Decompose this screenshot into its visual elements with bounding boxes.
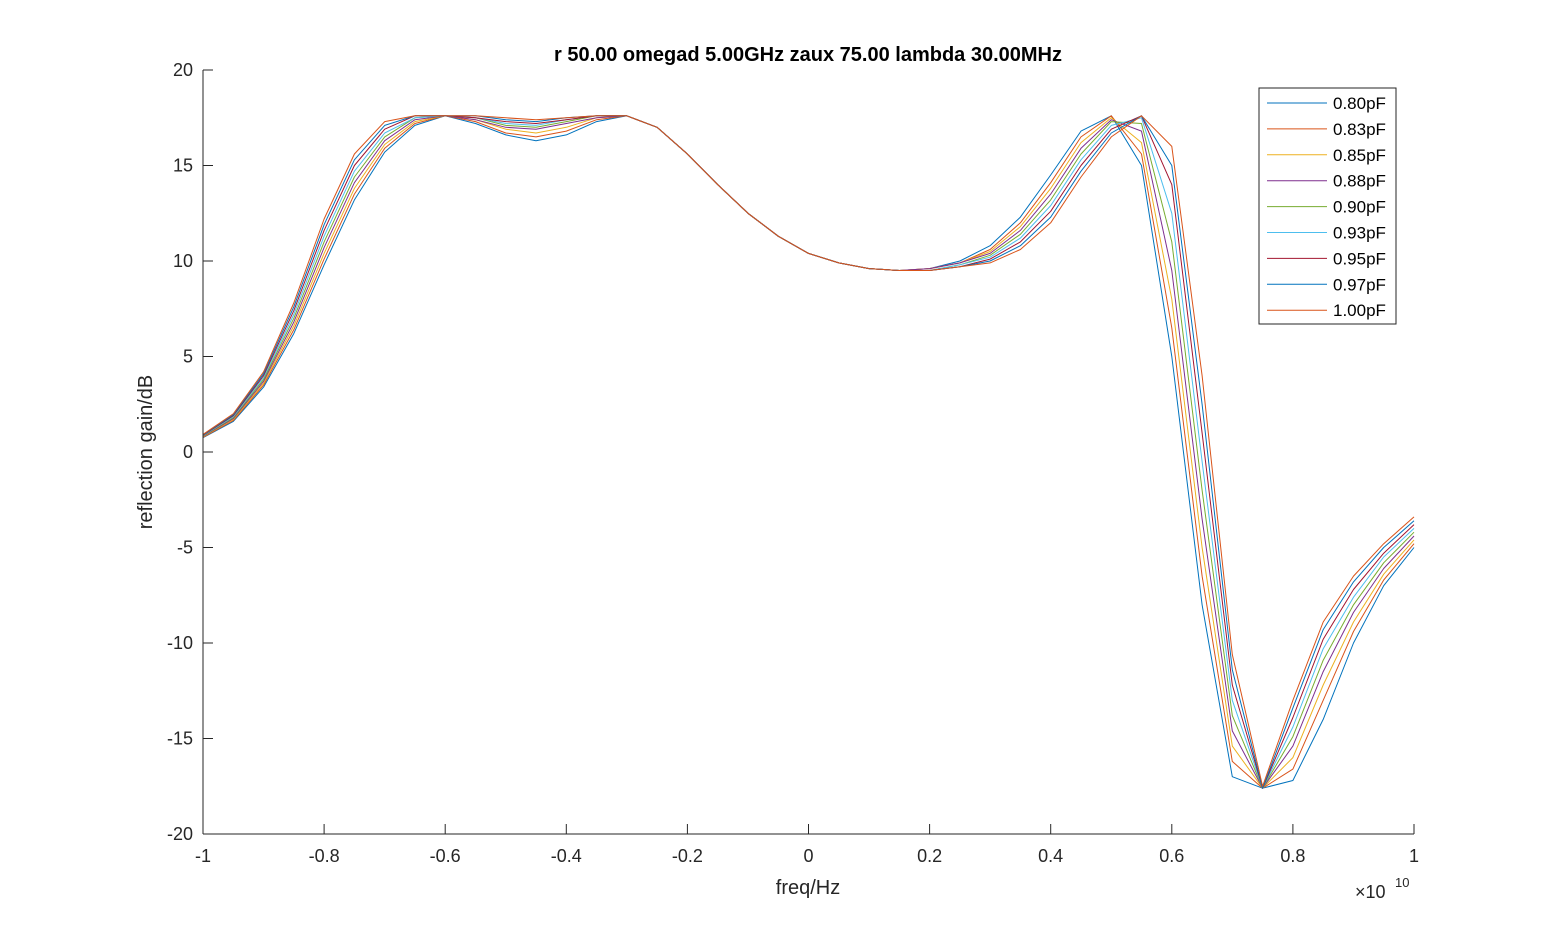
y-ticks: -20 -15 -10 -5 0 5 10 15 20: [167, 60, 213, 844]
y-tick-label: 15: [173, 156, 193, 176]
plot-area: [203, 70, 1414, 834]
legend-entry[interactable]: 0.93pF: [1267, 224, 1386, 243]
legend-entry[interactable]: 0.88pF: [1267, 172, 1386, 191]
x-tick-label: -0.8: [309, 846, 340, 866]
legend-entry[interactable]: 0.83pF: [1267, 120, 1386, 139]
legend-entry[interactable]: 0.95pF: [1267, 249, 1386, 268]
x-tick-label: 1: [1409, 846, 1419, 866]
chart-title: r 50.00 omegad 5.00GHz zaux 75.00 lambda…: [554, 44, 1062, 66]
legend-label: 1.00pF: [1333, 301, 1386, 320]
y-tick-label: 0: [183, 442, 193, 462]
y-tick-label: -5: [177, 538, 193, 558]
legend-entry[interactable]: 1.00pF: [1267, 301, 1386, 320]
y-tick-label: 10: [173, 251, 193, 271]
x-tick-label: -0.4: [551, 846, 582, 866]
x-ticks: -1 -0.8 -0.6 -0.4 -0.2 0 0.2 0.4 0.6 0.8 1: [195, 824, 1419, 866]
x-tick-label: -0.2: [672, 846, 703, 866]
legend-entry[interactable]: 0.80pF: [1267, 94, 1386, 113]
legend-label: 0.83pF: [1333, 120, 1386, 139]
legend-label: 0.93pF: [1333, 224, 1386, 243]
y-axis-title: reflection gain/dB: [135, 375, 157, 530]
y-tick-label: -10: [167, 633, 193, 653]
legend-label: 0.85pF: [1333, 146, 1386, 165]
x-exponent-base: ×10: [1355, 882, 1386, 902]
x-tick-label: 0.2: [917, 846, 942, 866]
legend-label: 0.95pF: [1333, 249, 1386, 268]
y-tick-label: -20: [167, 824, 193, 844]
x-tick-label: -1: [195, 846, 211, 866]
y-tick-label: 20: [173, 60, 193, 80]
x-axis-title: freq/Hz: [776, 877, 840, 899]
y-tick-label: -15: [167, 729, 193, 749]
legend-label: 0.90pF: [1333, 198, 1386, 217]
legend-label: 0.80pF: [1333, 94, 1386, 113]
series-layer: [202, 115, 1415, 789]
legend-entry[interactable]: 0.97pF: [1267, 275, 1386, 294]
x-tick-label: 0: [803, 846, 813, 866]
x-tick-label: -0.6: [430, 846, 461, 866]
legend-label: 0.97pF: [1333, 275, 1386, 294]
legend-entry[interactable]: 0.90pF: [1267, 198, 1386, 217]
x-exponent-label: ×10 10: [1355, 875, 1409, 902]
x-tick-label: 0.8: [1280, 846, 1305, 866]
series-line-9: [202, 115, 1415, 787]
x-tick-label: 0.6: [1159, 846, 1184, 866]
y-tick-label: 5: [183, 347, 193, 367]
x-tick-label: 0.4: [1038, 846, 1063, 866]
legend-entries: 0.80pF 0.83pF 0.85pF 0.88pF 0.90pF 0.93pF 0.95…: [1267, 94, 1386, 320]
legend-label: 0.88pF: [1333, 172, 1386, 191]
legend-entry[interactable]: 0.85pF: [1267, 146, 1386, 165]
legend[interactable]: 0.80pF 0.83pF 0.85pF 0.88pF 0.90pF 0.93pF 0.95…: [1258, 87, 1397, 325]
x-exponent-power: 10: [1395, 875, 1409, 890]
